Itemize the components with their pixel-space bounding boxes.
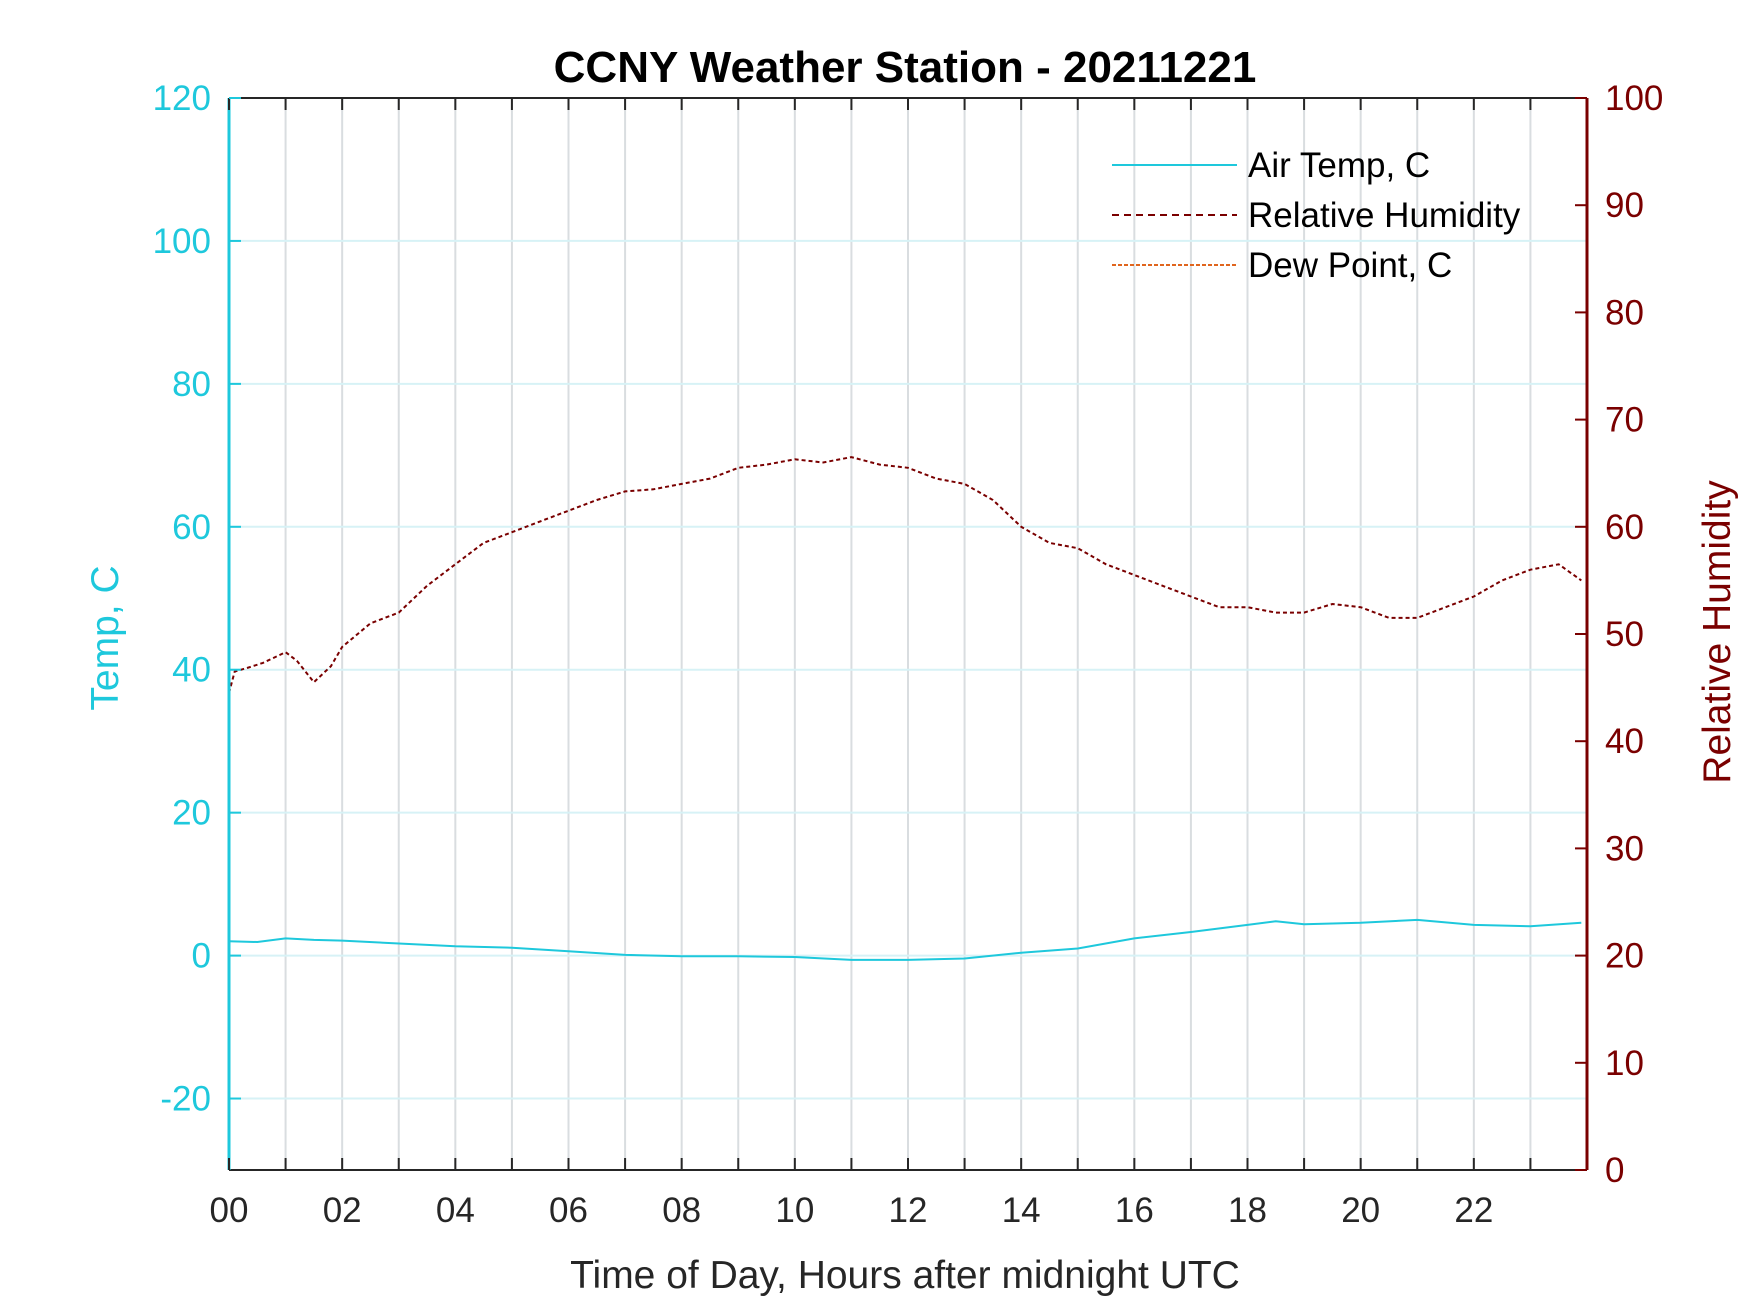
y-right-tick-label: 80 [1605, 293, 1644, 332]
y-left-tick-label: 60 [172, 508, 211, 547]
series-line-1 [228, 456, 1582, 694]
y-right-tick-label: 60 [1605, 508, 1644, 547]
y-right-tick-label: 40 [1605, 722, 1644, 761]
grid-layer [229, 98, 1587, 1170]
y-left-tick-label: 100 [153, 222, 211, 261]
y-right-tick-label: 10 [1605, 1044, 1644, 1083]
x-axis-label: Time of Day, Hours after midnight UTC [570, 1254, 1240, 1297]
y-left-tick-label: 40 [172, 651, 211, 690]
x-tick-label: 20 [1341, 1191, 1380, 1230]
x-tick-label: 18 [1228, 1191, 1267, 1230]
y-right-tick-label: 30 [1605, 829, 1644, 868]
y-right-tick-label: 70 [1605, 401, 1644, 440]
y-right-tick-label: 90 [1605, 186, 1644, 225]
y-axis-left-label: Temp, C [84, 565, 127, 710]
x-tick-label: 08 [662, 1191, 701, 1230]
y-right-tick-label: 50 [1605, 615, 1644, 654]
y-left-tick-label: -20 [160, 1080, 211, 1119]
axes-layer: 00 02 04 06 08 10 12 14 16 18 20 22-200204060801001… [153, 79, 1664, 1230]
y-right-tick-label: 20 [1605, 937, 1644, 976]
x-tick-label: 14 [1002, 1191, 1041, 1230]
y-left-tick-label: 20 [172, 794, 211, 833]
x-tick-label: 06 [549, 1191, 588, 1230]
y-right-tick-label: 100 [1605, 79, 1663, 118]
x-tick-label: 22 [1454, 1191, 1493, 1230]
legend: Air Temp, C Relative Humidity Dew Point, C [1112, 146, 1521, 285]
legend-label-0: Air Temp, C [1248, 146, 1430, 185]
chart-title: CCNY Weather Station - 20211221 [554, 43, 1257, 92]
y-left-tick-label: 120 [153, 79, 211, 118]
y-axis-right-label: Relative Humidity [1696, 480, 1739, 784]
y-left-tick-label: 0 [192, 937, 211, 976]
y-right-tick-label: 0 [1605, 1151, 1624, 1190]
legend-label-2: Dew Point, C [1248, 246, 1452, 285]
y-left-tick-label: 80 [172, 365, 211, 404]
x-tick-label: 16 [1115, 1191, 1154, 1230]
x-tick-label: 10 [775, 1191, 814, 1230]
series-line-0 [228, 918, 1582, 961]
x-tick-label: 00 [210, 1191, 249, 1230]
x-tick-label: 04 [436, 1191, 475, 1230]
legend-label-1: Relative Humidity [1248, 196, 1521, 235]
x-tick-label: 02 [323, 1191, 362, 1230]
x-tick-label: 12 [889, 1191, 928, 1230]
series-layer [228, 456, 1582, 961]
